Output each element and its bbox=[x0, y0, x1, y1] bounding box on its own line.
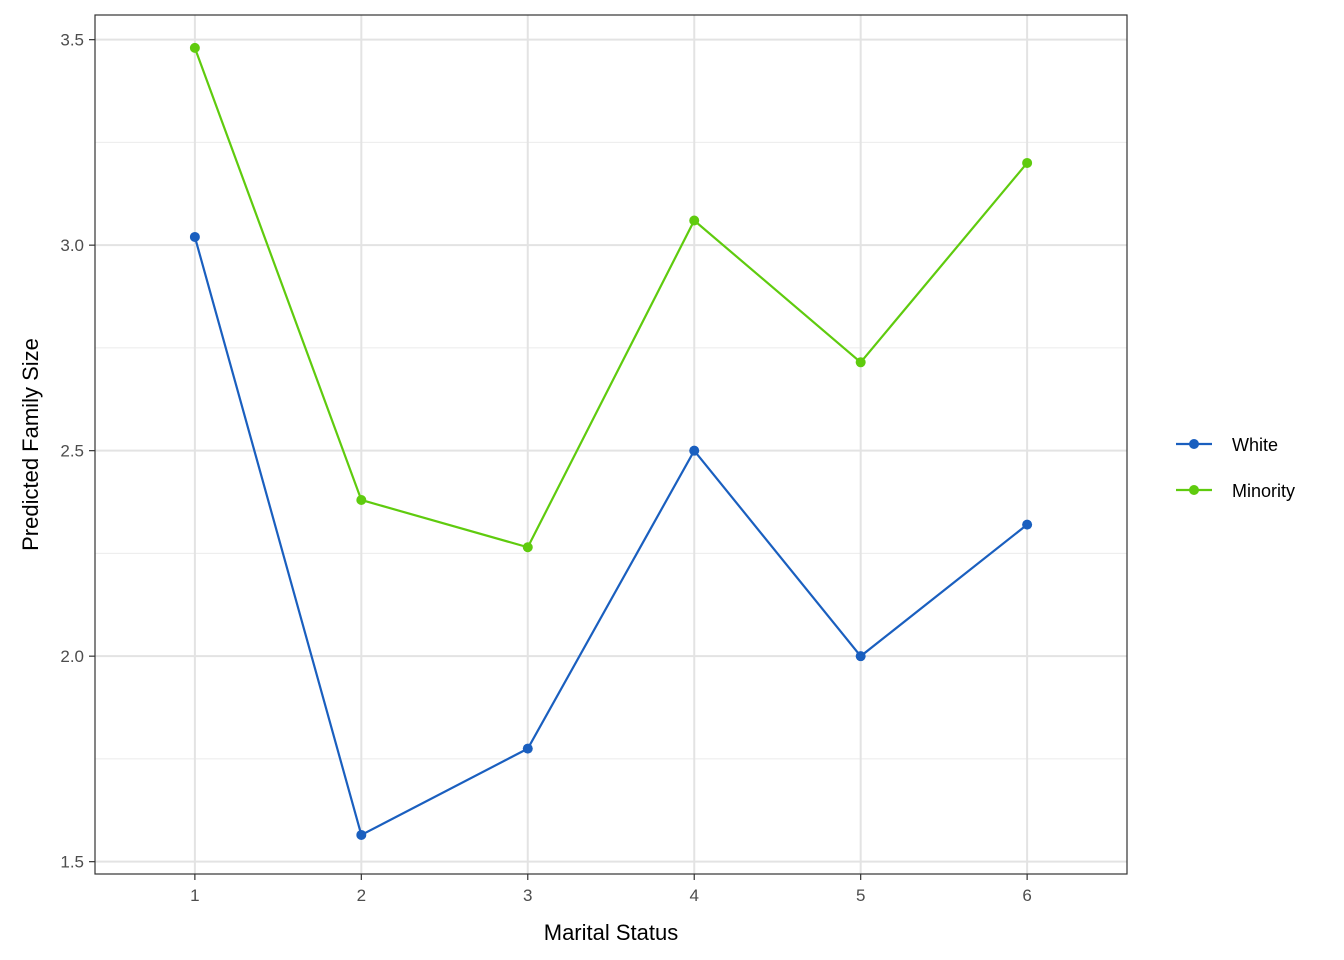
x-tick-label: 2 bbox=[357, 886, 366, 905]
y-tick-label: 2.0 bbox=[60, 647, 84, 666]
minor-gridlines bbox=[95, 141, 1127, 760]
data-point bbox=[522, 542, 533, 553]
panel-border bbox=[94, 14, 1128, 875]
series-white bbox=[189, 231, 1033, 840]
legend: White Minority bbox=[1176, 435, 1295, 501]
data-point bbox=[189, 231, 200, 242]
y-tick-label: 3.0 bbox=[60, 236, 84, 255]
x-tick-label: 1 bbox=[190, 886, 199, 905]
major-gridlines bbox=[95, 15, 1127, 874]
data-point bbox=[356, 494, 367, 505]
data-point bbox=[522, 743, 533, 754]
legend-label: Minority bbox=[1232, 481, 1295, 501]
series-line bbox=[193, 47, 1028, 549]
series-line bbox=[193, 236, 1028, 837]
data-point bbox=[1022, 157, 1033, 168]
x-axis: 1 2 3 4 5 6 bbox=[190, 874, 1032, 905]
legend-label: White bbox=[1232, 435, 1278, 455]
data-point bbox=[189, 42, 200, 53]
data-point bbox=[855, 651, 866, 662]
legend-item-white: White bbox=[1176, 435, 1278, 455]
x-tick-label: 5 bbox=[856, 886, 865, 905]
x-tick-label: 4 bbox=[689, 886, 698, 905]
legend-marker bbox=[1189, 439, 1199, 449]
series-layer bbox=[189, 42, 1033, 840]
x-tick-label: 3 bbox=[523, 886, 532, 905]
legend-marker bbox=[1189, 485, 1199, 495]
y-tick-label: 1.5 bbox=[60, 853, 84, 872]
data-point bbox=[356, 829, 367, 840]
x-tick-label: 6 bbox=[1022, 886, 1031, 905]
data-point bbox=[689, 445, 700, 456]
y-tick-label: 3.5 bbox=[60, 31, 84, 50]
y-axis: 1.5 2.0 2.5 3.0 3.5 bbox=[60, 31, 95, 872]
y-tick-label: 2.5 bbox=[60, 442, 84, 461]
series-minority bbox=[189, 42, 1033, 553]
x-axis-title: Marital Status bbox=[544, 920, 679, 945]
data-point bbox=[1022, 519, 1033, 530]
y-axis-title: Predicted Family Size bbox=[18, 338, 43, 551]
data-point bbox=[855, 357, 866, 368]
data-point bbox=[689, 215, 700, 226]
legend-item-minority: Minority bbox=[1176, 481, 1295, 501]
